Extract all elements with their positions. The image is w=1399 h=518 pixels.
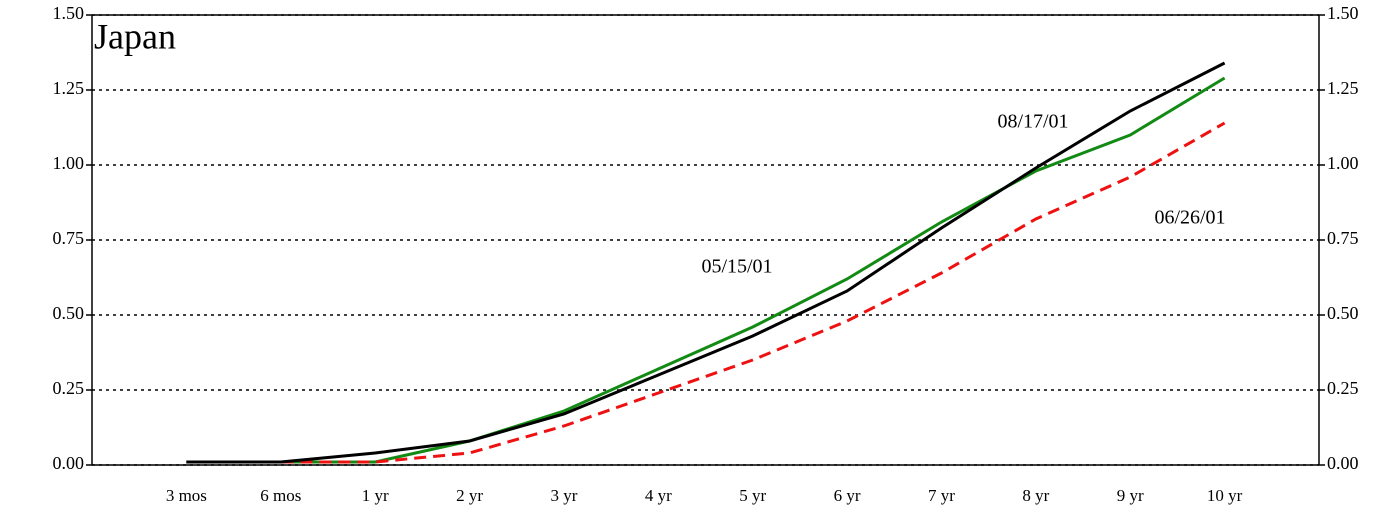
x-tick-label: 7 yr — [928, 486, 955, 505]
series-label: 05/15/01 — [701, 256, 772, 278]
chart-title: Japan — [94, 16, 176, 56]
y2-tick-label: 1.50 — [1327, 3, 1359, 23]
y2-tick-label: 0.25 — [1327, 378, 1359, 398]
y2-tick-label: 0.75 — [1327, 228, 1359, 248]
x-tick-label: 1 yr — [362, 486, 389, 505]
x-tick-label: 5 yr — [739, 486, 766, 505]
x-tick-label: 2 yr — [456, 486, 483, 505]
series-label: 06/26/01 — [1154, 207, 1225, 229]
x-tick-label: 6 mos — [260, 486, 301, 505]
x-tick-label: 8 yr — [1022, 486, 1049, 505]
series-line — [186, 121, 1226, 464]
series-line — [186, 61, 1226, 464]
y-tick-label: 0.00 — [53, 453, 85, 473]
y2-tick-label: 1.25 — [1327, 78, 1359, 98]
y-tick-label: 1.50 — [53, 3, 85, 23]
y-tick-label: 0.75 — [53, 228, 85, 248]
x-tick-label: 6 yr — [834, 486, 861, 505]
x-tick-label: 3 yr — [550, 486, 577, 505]
x-tick-label: 9 yr — [1117, 486, 1144, 505]
y2-tick-label: 0.50 — [1327, 303, 1359, 323]
y-tick-label: 0.25 — [53, 378, 85, 398]
y2-tick-label: 1.00 — [1327, 153, 1359, 173]
y-tick-label: 1.00 — [53, 153, 85, 173]
x-tick-label: 3 mos — [166, 486, 207, 505]
y-tick-label: 0.50 — [53, 303, 85, 323]
series-label: 08/17/01 — [997, 111, 1068, 133]
x-tick-label: 10 yr — [1207, 486, 1243, 505]
x-tick-label: 4 yr — [645, 486, 672, 505]
y2-tick-label: 0.00 — [1327, 453, 1359, 473]
y-tick-label: 1.25 — [53, 78, 85, 98]
